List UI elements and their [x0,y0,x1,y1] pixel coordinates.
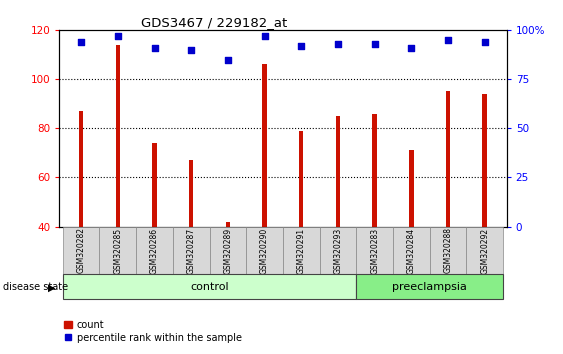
Point [150,45,159,51]
Text: GSM320285: GSM320285 [113,227,122,274]
Bar [262,64,267,227]
Bar [320,227,356,274]
Text: preeclampsia: preeclampsia [392,282,467,292]
Text: GSM320291: GSM320291 [297,227,306,274]
Bar [466,227,503,274]
Text: GSM320283: GSM320283 [370,227,379,274]
Bar [299,131,303,227]
Bar [115,45,120,227]
Bar [63,274,356,299]
Text: GSM320290: GSM320290 [260,227,269,274]
Point [77,39,86,45]
Point [224,57,233,62]
Text: GSM320292: GSM320292 [480,227,489,274]
Text: disease state: disease state [3,282,68,292]
Text: GSM320289: GSM320289 [224,227,233,274]
Bar [373,114,377,227]
Bar [209,227,246,274]
Point [444,37,453,43]
Point [260,33,269,39]
Bar [189,160,194,227]
Point [297,43,306,48]
Bar [409,150,413,227]
Text: control: control [190,282,229,292]
Bar [336,116,340,227]
Bar [226,222,230,227]
Bar [79,111,83,227]
Bar [136,227,173,274]
Bar [153,143,157,227]
Bar [173,227,209,274]
Point [407,45,416,51]
Bar [246,227,283,274]
Point [480,39,489,45]
Text: GSM320286: GSM320286 [150,227,159,274]
Bar [63,227,100,274]
Bar [283,227,320,274]
Text: GSM320293: GSM320293 [333,227,342,274]
Text: ▶: ▶ [48,282,56,292]
Bar [356,274,503,299]
Text: GSM320284: GSM320284 [407,227,416,274]
Text: GSM320288: GSM320288 [444,228,453,273]
Text: GDS3467 / 229182_at: GDS3467 / 229182_at [141,16,287,29]
Bar [393,227,430,274]
Point [187,47,196,52]
Bar [482,94,487,227]
Point [370,41,379,47]
Legend: count, percentile rank within the sample: count, percentile rank within the sample [64,320,242,343]
Bar [356,227,393,274]
Bar [100,227,136,274]
Point [113,33,122,39]
Bar [430,227,466,274]
Text: GSM320287: GSM320287 [187,227,196,274]
Point [333,41,342,47]
Text: GSM320282: GSM320282 [77,228,86,273]
Bar [446,91,450,227]
